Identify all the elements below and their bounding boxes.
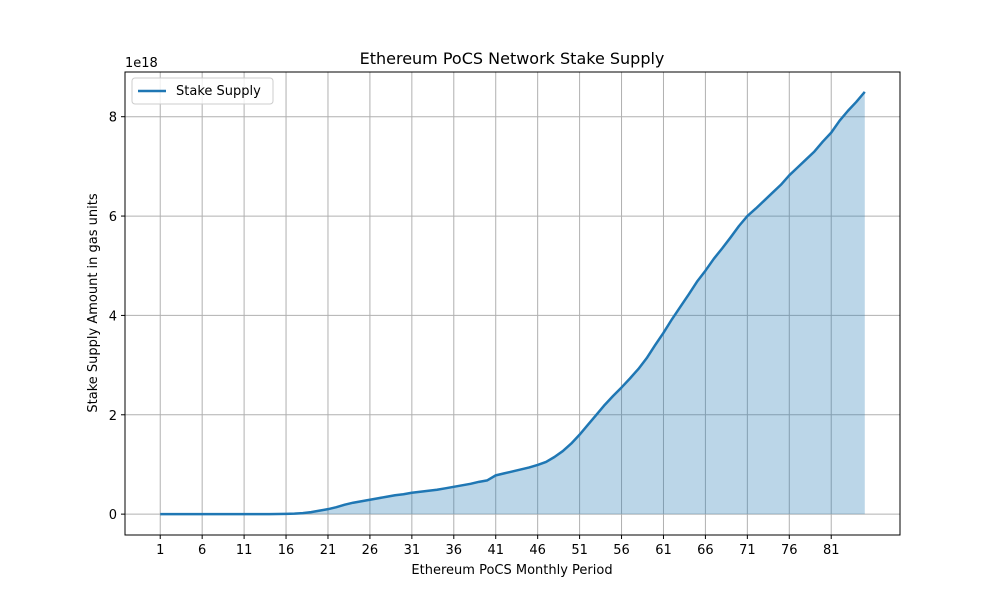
legend-label: Stake Supply xyxy=(176,84,261,99)
x-tick-label: 56 xyxy=(613,543,630,558)
chart-title: Ethereum PoCS Network Stake Supply xyxy=(360,49,665,68)
x-axis-label: Ethereum PoCS Monthly Period xyxy=(411,563,612,578)
x-tick-label: 81 xyxy=(823,543,840,558)
grid xyxy=(125,72,900,535)
x-tick-label: 36 xyxy=(446,543,463,558)
plot-frame xyxy=(124,71,901,536)
x-tick-label: 6 xyxy=(198,543,206,558)
legend-box xyxy=(131,77,274,105)
x-tick-label: 71 xyxy=(739,543,756,558)
y-offset-label: 1e18 xyxy=(125,56,158,71)
y-tick-label: 0 xyxy=(109,508,117,523)
area-layer xyxy=(160,91,865,515)
x-tick-label: 66 xyxy=(697,543,714,558)
plot-area xyxy=(124,71,901,536)
x-tick-label: 16 xyxy=(278,543,295,558)
x-tick-label: 61 xyxy=(655,543,672,558)
line-layer xyxy=(160,91,866,516)
x-axis: 1 6 11 16 21 26 31 36 41 46 51 56 61 66 71 76 81 xyxy=(156,535,839,558)
x-tick-label: 76 xyxy=(781,543,798,558)
x-tick-label: 31 xyxy=(404,543,421,558)
x-tick-label: 46 xyxy=(529,543,546,558)
y-axis: 0 2 4 6 8 xyxy=(109,111,125,523)
legend: Stake Supply xyxy=(131,77,274,105)
plot-background xyxy=(125,72,900,535)
y-tick-label: 6 xyxy=(109,210,117,225)
y-tick-label: 8 xyxy=(109,111,117,126)
series-line xyxy=(160,91,866,516)
y-tick-label: 4 xyxy=(109,309,117,324)
x-tick-label: 21 xyxy=(320,543,337,558)
x-tick-label: 51 xyxy=(571,543,588,558)
x-tick-label: 41 xyxy=(487,543,504,558)
x-tick-label: 11 xyxy=(236,543,253,558)
series-area-fill xyxy=(160,91,865,515)
x-tick-label: 1 xyxy=(156,543,164,558)
x-tick-label: 26 xyxy=(362,543,379,558)
y-axis-label: Stake Supply Amount in gas units xyxy=(86,193,101,412)
y-tick-label: 2 xyxy=(109,409,117,424)
